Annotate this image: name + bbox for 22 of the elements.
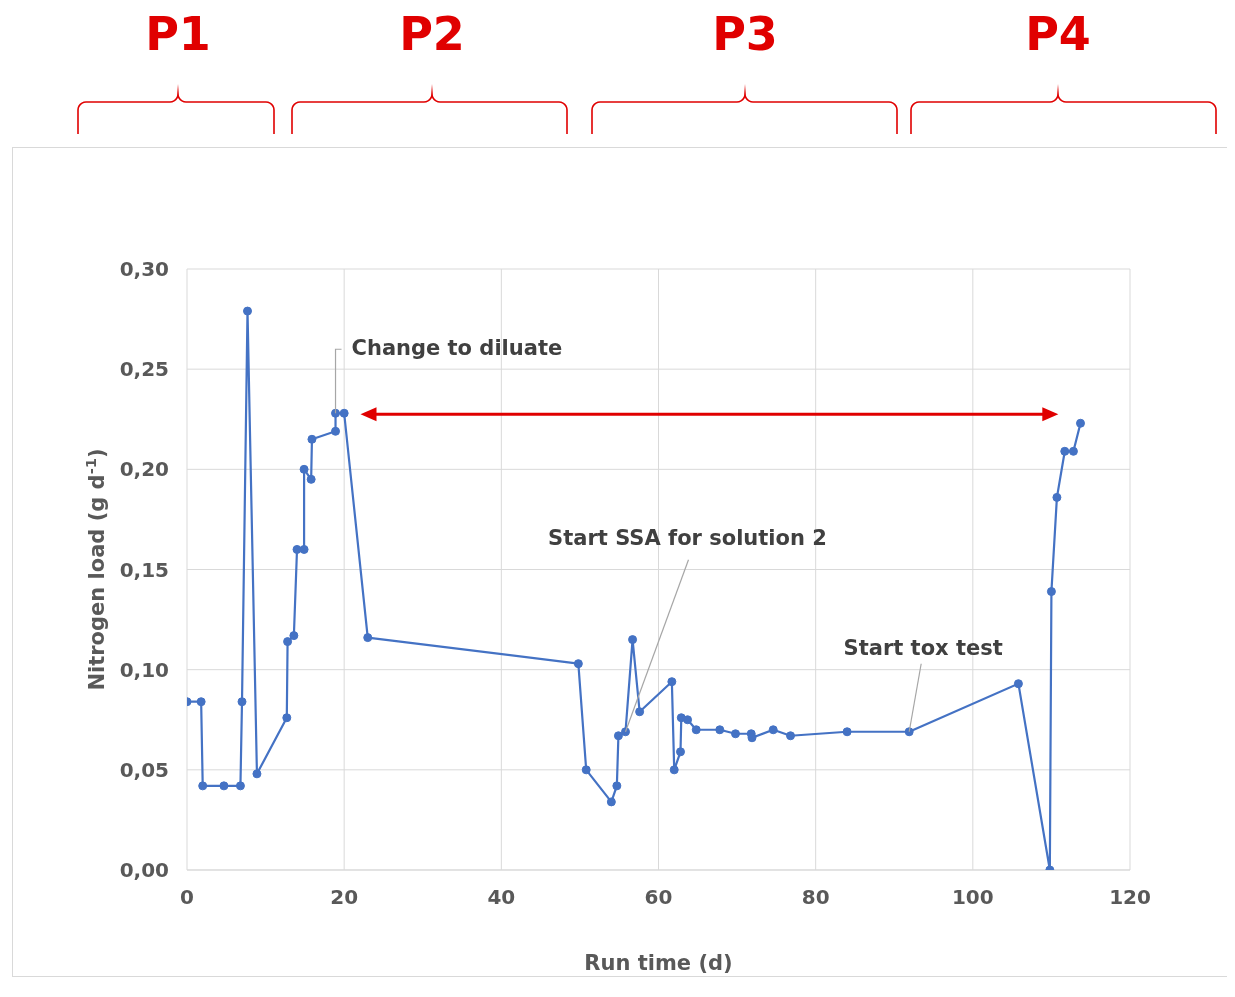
y-tick-label: 0,25: [119, 357, 169, 382]
annotation: Start tox test: [843, 635, 1003, 660]
annotation: Change to diluate: [351, 336, 563, 361]
annotation: Start SSA for solution 2: [548, 525, 827, 550]
y-tick-label: 0,05: [119, 757, 169, 782]
y-tick-label: 0,15: [119, 557, 169, 582]
x-tick-label: 20: [330, 885, 359, 910]
x-tick-label: 100: [951, 885, 994, 910]
text: P2: [399, 7, 465, 61]
y-tick-label: 0,30: [119, 257, 169, 282]
y-tick-label: 0,00: [119, 858, 169, 883]
y-tick-label: 0,20: [119, 457, 169, 482]
x-tick-label: 0: [180, 885, 194, 910]
y-tick-label: 0,10: [119, 657, 169, 682]
x-tick-label: 80: [801, 885, 830, 910]
x-tick-label: 120: [1109, 885, 1151, 910]
x-tick-label: 40: [487, 885, 516, 910]
text: P1: [145, 7, 211, 61]
x-axis-title: Run time (d): [584, 951, 733, 975]
x-tick-label: 60: [644, 885, 673, 910]
text: P4: [1025, 7, 1091, 61]
text: P3: [712, 7, 778, 61]
